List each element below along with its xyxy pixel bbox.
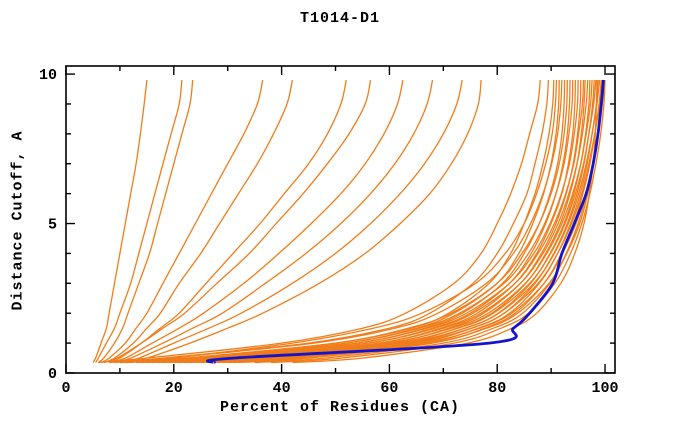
model-curve xyxy=(103,79,372,364)
model-curve xyxy=(114,79,434,364)
model-curve xyxy=(141,79,560,364)
model-curve xyxy=(108,79,404,364)
x-tick-label: 60 xyxy=(380,380,398,397)
x-tick-label: 0 xyxy=(61,380,70,397)
y-tick-label: 10 xyxy=(39,67,57,84)
model-curve xyxy=(130,79,558,364)
model-curve xyxy=(189,79,597,364)
model-curve xyxy=(100,79,264,364)
model-curve xyxy=(92,79,148,363)
y-tick-label: 0 xyxy=(48,366,57,383)
y-tick-label: 5 xyxy=(48,217,57,234)
highlighted-model-curve xyxy=(206,79,605,364)
model-curve xyxy=(136,79,574,364)
model-curve xyxy=(97,79,194,364)
model-curve xyxy=(114,79,563,364)
model-curve xyxy=(152,79,566,364)
model-curve xyxy=(157,79,585,364)
plot-frame xyxy=(65,65,616,374)
x-axis-title: Percent of Residues (CA) xyxy=(219,399,461,416)
x-tick-label: 20 xyxy=(165,380,183,397)
model-curve xyxy=(162,79,571,364)
model-curve xyxy=(125,79,482,364)
model-curve xyxy=(168,79,589,364)
model-curve xyxy=(146,79,579,364)
model-curve xyxy=(227,79,599,364)
model-curve xyxy=(98,79,541,364)
x-tick-label: 40 xyxy=(273,380,291,397)
model-curve xyxy=(125,79,568,364)
chart-title: T1014-D1 xyxy=(299,10,380,27)
model-curve xyxy=(119,79,463,364)
x-tick-label: 80 xyxy=(488,380,506,397)
model-curve xyxy=(179,79,593,364)
x-tick-label: 100 xyxy=(592,380,619,397)
model-curve xyxy=(95,79,183,363)
model-curve xyxy=(200,79,601,364)
model-curve xyxy=(103,79,294,364)
